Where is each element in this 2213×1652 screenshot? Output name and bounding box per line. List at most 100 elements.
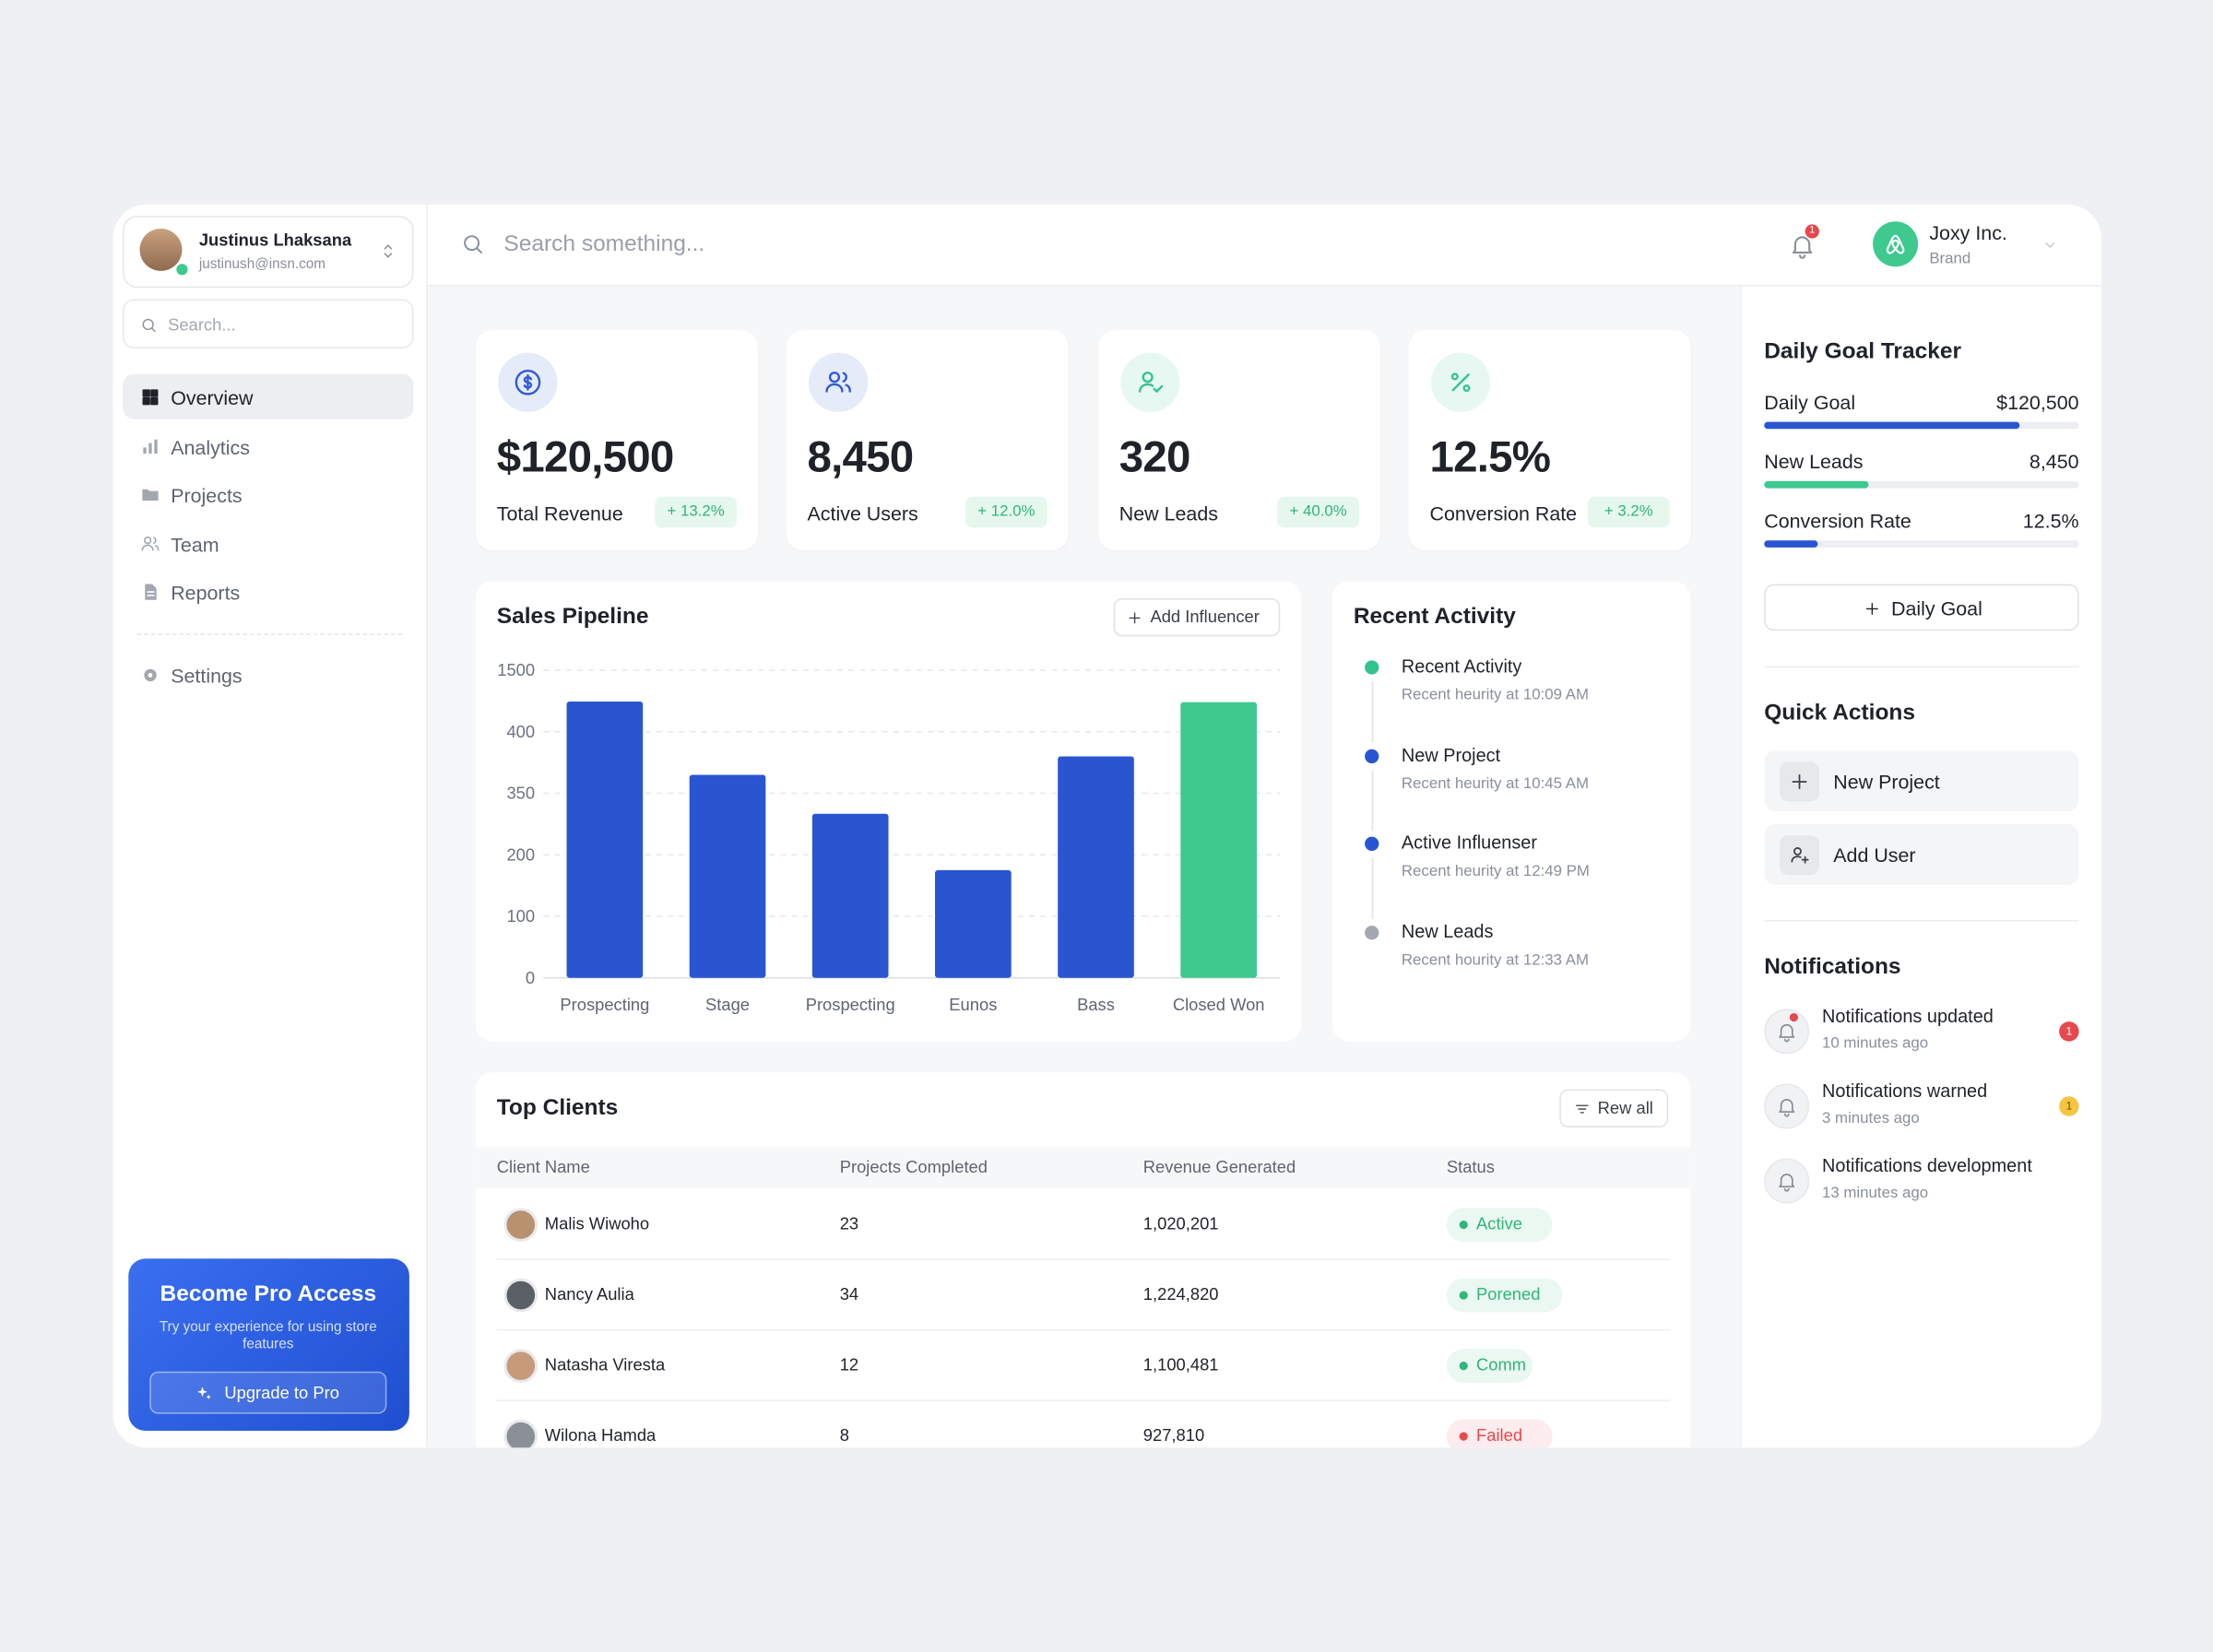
client-revenue: 927,810 — [1142, 1425, 1205, 1446]
sparkle-icon-part — [196, 1386, 210, 1399]
sparkle-icon — [196, 1386, 210, 1399]
client-revenue: 1,020,201 — [1142, 1213, 1219, 1233]
nav-icon-part — [143, 536, 151, 544]
nav-item[interactable]: Settings — [171, 664, 243, 688]
client-revenue: 1,224,820 — [1142, 1284, 1219, 1304]
quick-action-icon-part — [1793, 847, 1802, 856]
promo-text: Try your experience for using store feat… — [159, 1319, 377, 1352]
y-tick-label: 0 — [526, 968, 535, 987]
bar — [1180, 702, 1257, 978]
activity-item: New Leads — [1401, 920, 1494, 942]
notification-badge-text: 1 — [2065, 1024, 2073, 1038]
status-dot — [1459, 1220, 1468, 1230]
clients-title: Top Clients — [496, 1095, 619, 1120]
status-dot — [1459, 1291, 1468, 1300]
notification-title: Notifications updated — [1822, 1005, 1994, 1027]
client-revenue: 1,100,481 — [1142, 1354, 1219, 1375]
nav-icon — [142, 439, 157, 454]
column-header: Projects Completed — [839, 1157, 988, 1177]
nav-divider — [136, 633, 403, 635]
company-role: Brand — [1929, 250, 1971, 268]
bar — [935, 869, 1012, 978]
notification-title: Notifications warned — [1822, 1080, 1988, 1102]
sidebar-border — [426, 204, 428, 1448]
timeline-dot — [1365, 749, 1379, 764]
column-header: Status — [1446, 1157, 1495, 1177]
panel-divider — [1764, 666, 2079, 667]
notification-icon-bg — [1764, 1083, 1810, 1129]
y-tick-label: 100 — [506, 906, 535, 926]
notification-badge — [2059, 1021, 2079, 1042]
notification-icon — [1779, 1098, 1795, 1117]
notification-time: 10 minutes ago — [1822, 1034, 1929, 1053]
view-all-button[interactable] — [1559, 1089, 1669, 1127]
kpi-change: + 13.2% — [667, 502, 725, 521]
notification-icon-bg — [1764, 1009, 1810, 1055]
goal-label: Daily Goal — [1764, 390, 1856, 414]
timeline-line — [1370, 770, 1373, 832]
progress-fill — [1764, 540, 1818, 548]
goal-value: $120,500 — [1996, 390, 2079, 414]
nav-icon-part — [142, 446, 146, 454]
kpi-icon-part — [1450, 372, 1459, 381]
client-avatar — [503, 1349, 538, 1383]
quick-actions-title: Quick Actions — [1764, 701, 1916, 726]
nav-item[interactable]: Team — [171, 533, 219, 556]
kpi-icon-part — [1139, 383, 1164, 393]
sidebar-search-text: Search... — [168, 314, 236, 335]
client-projects: 34 — [839, 1284, 859, 1304]
notification-badge-text: 1 — [2065, 1099, 2073, 1113]
right-border — [1740, 286, 1742, 1448]
filter-icon-part — [1576, 1104, 1589, 1114]
header-search: Search something... — [503, 232, 705, 257]
client-avatar — [503, 1208, 538, 1242]
timeline-dot — [1365, 926, 1379, 940]
user-email: justinush@insn.com — [198, 256, 326, 273]
notification-icon-part — [1779, 1098, 1795, 1117]
client-name: Nancy Aulia — [544, 1284, 634, 1304]
nav-icon-part — [141, 396, 150, 405]
x-tick-label: Closed Won — [1173, 995, 1265, 1014]
nav-item[interactable]: Overview — [171, 386, 254, 409]
client-avatar — [503, 1278, 538, 1313]
nav-icon-part — [141, 388, 150, 396]
timeline-dot — [1365, 660, 1379, 675]
client-projects: 8 — [839, 1425, 849, 1446]
goal-value: 8,450 — [2029, 450, 2079, 473]
nav-icon-part — [153, 439, 157, 454]
nav-item[interactable]: Projects — [171, 483, 243, 507]
plus-icon — [1865, 602, 1878, 615]
notifications-title: Notifications — [1764, 954, 1901, 979]
company-menu-part — [2044, 242, 2054, 247]
client-projects: 12 — [839, 1354, 859, 1375]
x-tick-label: Stage — [705, 995, 750, 1014]
promo — [128, 1258, 409, 1432]
notification-icon — [1779, 1174, 1795, 1192]
quick-action-icon — [1791, 847, 1809, 864]
timeline-line — [1370, 857, 1373, 919]
activity-time: Recent heurity at 10:45 AM — [1401, 775, 1589, 793]
goal-button[interactable] — [1764, 584, 2079, 631]
progress-track — [1764, 480, 2079, 489]
status-text: Failed — [1476, 1425, 1523, 1446]
nav-icon — [141, 488, 158, 501]
user-switch-part — [384, 244, 393, 258]
column-header: Client Name — [496, 1157, 590, 1177]
row-divider — [496, 1328, 1670, 1331]
view-all-text: Rew all — [1597, 1097, 1653, 1118]
nav-item[interactable]: Reports — [171, 581, 241, 605]
notification-badge — [2059, 1096, 2079, 1116]
activity-item: Recent Activity — [1401, 655, 1522, 677]
kpi-change-pill — [1277, 496, 1359, 528]
company-logo — [1873, 221, 1919, 267]
add-button[interactable] — [1113, 597, 1281, 637]
promo-button[interactable] — [149, 1371, 387, 1414]
header-border — [426, 285, 2102, 287]
nav-item[interactable]: Analytics — [171, 435, 250, 459]
company-name: Joxy Inc. — [1929, 221, 2007, 244]
status-dot — [1459, 1432, 1468, 1441]
promo-title: Become Pro Access — [160, 1282, 377, 1307]
logo-icon-part — [1886, 234, 1905, 254]
nav-icon-part — [140, 536, 159, 550]
plus-icon-part — [1129, 612, 1141, 624]
